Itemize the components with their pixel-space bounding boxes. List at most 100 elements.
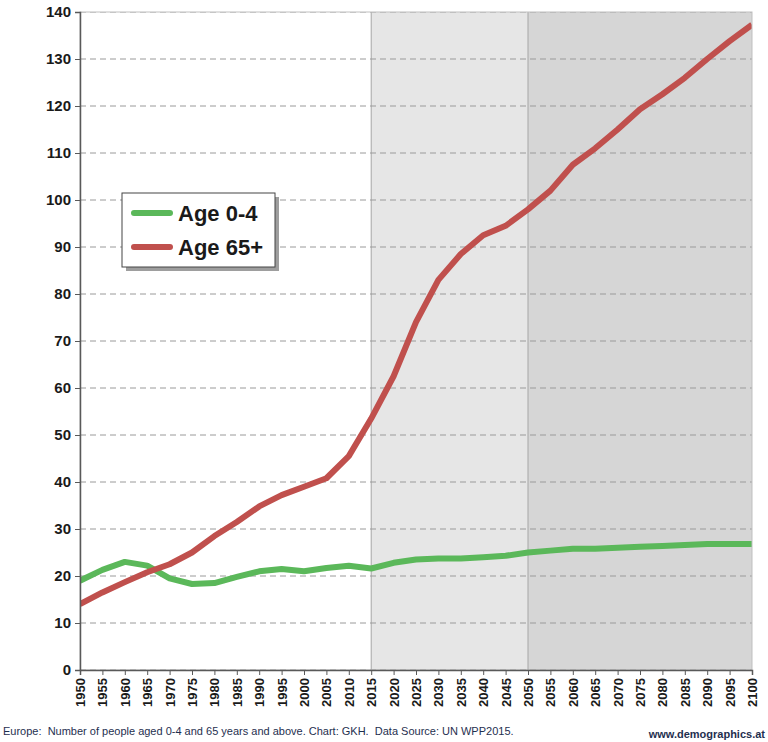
tick-label: 100 — [46, 191, 71, 208]
tick-label: 2015 — [364, 678, 379, 707]
tick-label: 1995 — [275, 678, 290, 707]
grid-line — [80, 341, 752, 342]
tick-mark — [102, 670, 103, 675]
caption: Europe: Number of people aged 0-4 and 65… — [3, 725, 514, 737]
x-tick: 1960 — [118, 670, 133, 707]
tick-mark — [528, 670, 529, 675]
tick-mark — [75, 435, 80, 436]
legend-swatch — [134, 210, 170, 216]
tick-label: 20 — [54, 567, 71, 584]
tick-mark — [506, 670, 507, 675]
grid-line — [80, 623, 752, 624]
tick-mark — [416, 670, 417, 675]
tick-mark — [147, 670, 148, 675]
tick-mark — [662, 670, 663, 675]
y-tick: 80 — [54, 285, 80, 302]
tick-label: 2055 — [543, 678, 558, 707]
tick-label: 2070 — [611, 678, 626, 707]
grid-line — [80, 153, 752, 154]
tick-mark — [192, 670, 193, 675]
y-tick: 100 — [46, 191, 80, 208]
tick-mark — [483, 670, 484, 675]
y-tick: 140 — [46, 3, 80, 20]
tick-mark — [75, 623, 80, 624]
x-tick: 1980 — [207, 670, 222, 707]
tick-mark — [371, 670, 372, 675]
plot-frame — [80, 12, 752, 670]
tick-mark — [75, 247, 80, 248]
tick-mark — [640, 670, 641, 675]
tick-mark — [75, 529, 80, 530]
y-tick: 110 — [47, 144, 80, 161]
tick-label: 90 — [54, 238, 71, 255]
y-tick: 10 — [54, 614, 80, 631]
tick-mark — [304, 670, 305, 675]
tick-label: 80 — [54, 285, 71, 302]
y-tick: 130 — [46, 50, 80, 67]
tick-label: 2030 — [431, 678, 446, 707]
x-tick: 1950 — [73, 670, 88, 707]
tick-label: 2080 — [655, 678, 670, 707]
tick-label: 1955 — [95, 678, 110, 707]
x-tick: 2045 — [499, 670, 514, 707]
plot-background — [80, 12, 752, 670]
y-tick: 30 — [54, 520, 80, 537]
tick-label: 120 — [46, 97, 71, 114]
series-line — [80, 544, 752, 584]
legend-box — [122, 193, 275, 267]
x-tick: 2020 — [387, 670, 402, 707]
tick-label: 2095 — [723, 678, 738, 707]
tick-mark — [214, 670, 215, 675]
x-tick: 2075 — [633, 670, 648, 707]
tick-label: 2025 — [409, 678, 424, 707]
tick-label: 10 — [54, 614, 71, 631]
tick-label: 2085 — [678, 678, 693, 707]
x-tick: 2050 — [521, 670, 536, 707]
grid-line — [80, 106, 752, 107]
grid-line — [80, 482, 752, 483]
tick-mark — [573, 670, 574, 675]
x-tick: 2080 — [655, 670, 670, 707]
tick-label: 140 — [46, 3, 71, 20]
tick-mark — [75, 482, 80, 483]
y-tick: 90 — [54, 238, 80, 255]
tick-label: 50 — [54, 426, 71, 443]
legend-label: Age 0-4 — [178, 201, 258, 226]
tick-mark — [461, 670, 462, 675]
tick-mark — [75, 106, 80, 107]
tick-label: 2020 — [387, 678, 402, 707]
source: www.demographics.at — [648, 728, 766, 740]
tick-label: 2045 — [499, 678, 514, 707]
tick-mark — [394, 670, 395, 675]
tick-label: 2075 — [633, 678, 648, 707]
tick-mark — [75, 12, 80, 13]
y-tick: 20 — [54, 567, 80, 584]
y-tick: 70 — [54, 332, 80, 349]
legend: Age 0-4Age 65+ — [122, 193, 279, 271]
tick-label: 2090 — [700, 678, 715, 707]
tick-mark — [349, 670, 350, 675]
x-tick: 2000 — [297, 670, 312, 707]
tick-mark — [75, 59, 80, 60]
axis-line — [75, 13, 81, 671]
tick-mark — [75, 294, 80, 295]
tick-mark — [237, 670, 238, 675]
tick-mark — [685, 670, 686, 675]
tick-label: 60 — [54, 379, 71, 396]
grid-line — [80, 59, 752, 60]
x-tick: 1985 — [230, 670, 245, 707]
tick-label: 1985 — [230, 678, 245, 707]
tick-mark — [75, 153, 80, 154]
tick-label: 2005 — [319, 678, 334, 707]
grid-line — [80, 576, 752, 577]
tick-label: 2035 — [454, 678, 469, 707]
tick-mark — [438, 670, 439, 675]
tick-mark — [595, 670, 596, 675]
tick-mark — [550, 670, 551, 675]
tick-label: 1975 — [185, 678, 200, 707]
lines — [80, 25, 752, 605]
x-tick: 2025 — [409, 670, 424, 707]
x-tick: 1975 — [185, 670, 200, 707]
tick-label: 0 — [63, 661, 71, 678]
y-axis: 0102030405060708090100110120130140 — [46, 3, 81, 678]
